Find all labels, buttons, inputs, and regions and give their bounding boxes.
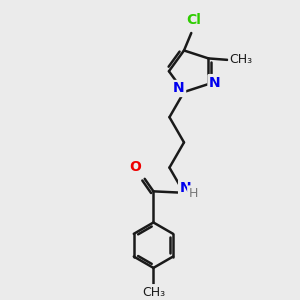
Text: N: N — [180, 181, 191, 195]
Text: CH₃: CH₃ — [230, 53, 253, 66]
Text: CH₃: CH₃ — [142, 286, 165, 298]
Text: H: H — [189, 187, 198, 200]
Text: Cl: Cl — [187, 14, 202, 28]
Text: N: N — [209, 76, 220, 90]
Text: O: O — [129, 160, 141, 174]
Text: N: N — [173, 82, 184, 95]
